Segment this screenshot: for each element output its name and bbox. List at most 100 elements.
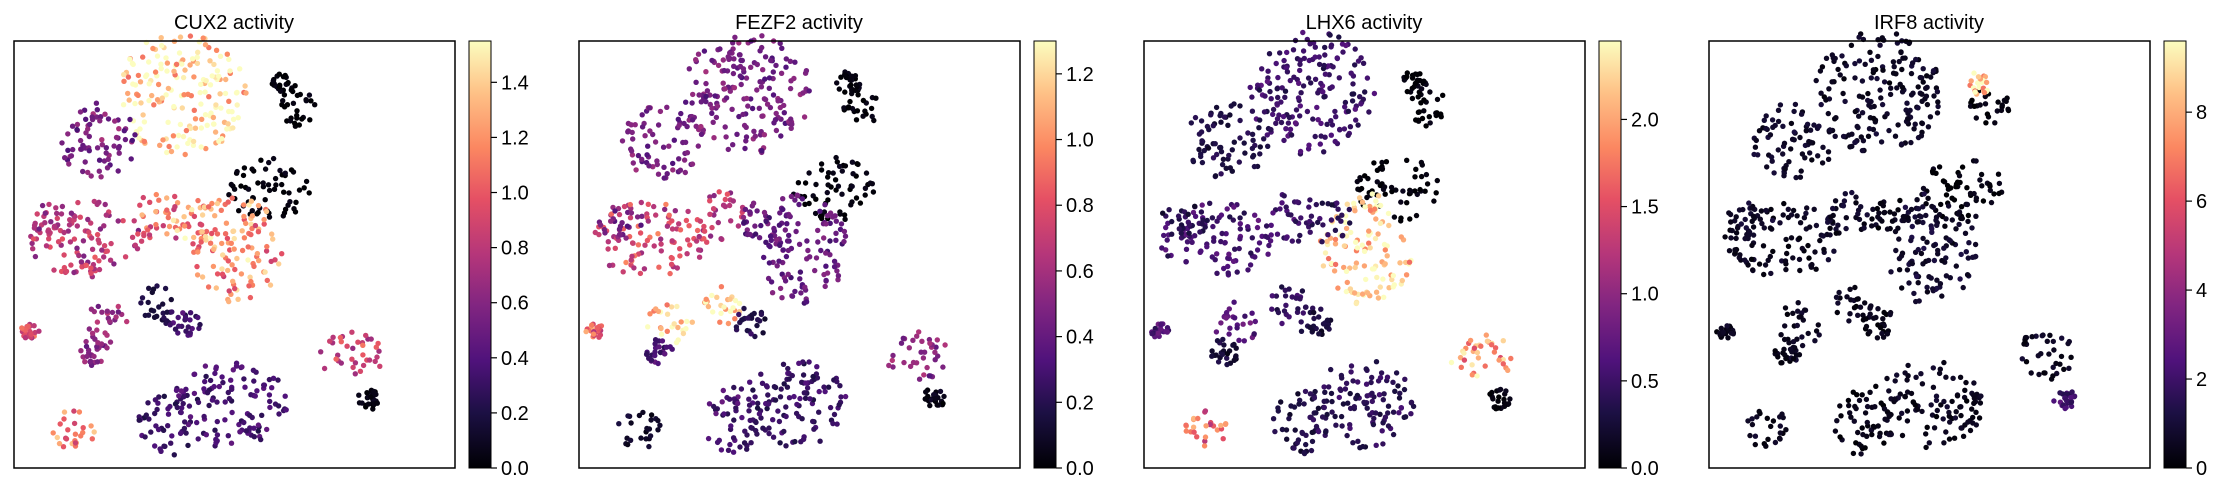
cell-point — [198, 144, 204, 150]
cell-point — [1316, 331, 1322, 337]
cell-point — [1921, 245, 1927, 252]
cell-point — [775, 408, 781, 414]
cell-point — [1760, 243, 1767, 249]
cluster-c12 — [138, 283, 174, 326]
cell-point — [178, 388, 184, 394]
cell-point — [768, 279, 775, 285]
cell-point — [1329, 398, 1335, 405]
cluster-c20 — [922, 387, 947, 409]
cell-point — [160, 301, 166, 307]
cell-point — [1755, 152, 1761, 158]
cell-point — [1310, 305, 1316, 311]
cell-point — [1184, 239, 1191, 245]
cell-point — [721, 304, 727, 310]
cell-point — [1227, 214, 1233, 220]
cell-point — [159, 42, 165, 49]
cell-point — [94, 107, 101, 113]
cell-point — [1876, 433, 1883, 440]
cell-point — [194, 419, 200, 426]
cell-point — [1935, 247, 1941, 254]
cell-point — [760, 330, 766, 336]
cell-point — [360, 342, 366, 348]
cell-point — [1370, 421, 1377, 428]
cell-point — [1342, 219, 1349, 225]
cell-point — [153, 221, 159, 228]
cell-point — [1369, 390, 1375, 396]
cell-point — [1158, 321, 1164, 327]
cell-point — [1508, 355, 1514, 362]
cell-point — [1799, 342, 1806, 349]
cell-point — [701, 48, 708, 54]
cell-point — [1844, 294, 1850, 300]
cell-point — [1924, 284, 1930, 290]
cell-point — [727, 441, 733, 448]
cell-point — [1840, 90, 1846, 97]
cell-point — [752, 133, 758, 139]
cell-point — [663, 201, 669, 208]
cell-point — [252, 393, 258, 399]
cell-point — [755, 400, 761, 406]
cell-point — [241, 235, 248, 241]
cell-point — [2050, 338, 2056, 345]
cell-point — [187, 125, 194, 132]
cluster-c15 — [1183, 408, 1229, 449]
cell-point — [202, 42, 209, 48]
cell-point — [83, 130, 89, 136]
cell-point — [705, 435, 712, 442]
cell-point — [301, 185, 307, 191]
cell-point — [1385, 410, 1391, 416]
cell-point — [180, 400, 186, 407]
cell-point — [2023, 359, 2030, 365]
cell-point — [1212, 141, 1218, 147]
cell-point — [771, 225, 777, 232]
cluster-c15 — [50, 408, 97, 450]
cell-point — [761, 209, 768, 216]
cell-point — [1935, 99, 1941, 105]
cell-point — [1780, 151, 1786, 157]
cell-point — [374, 354, 380, 360]
cell-point — [1380, 276, 1386, 282]
cell-point — [158, 35, 164, 41]
cell-point — [1406, 259, 1413, 265]
cell-point — [1357, 445, 1363, 451]
cell-point — [1390, 409, 1397, 415]
cell-point — [1886, 388, 1892, 394]
cell-point — [1363, 366, 1369, 372]
cell-point — [207, 82, 214, 88]
cell-point — [664, 223, 671, 229]
cell-point — [1231, 299, 1237, 305]
cell-point — [1808, 264, 1815, 270]
cell-point — [1967, 190, 1974, 197]
cell-point — [1366, 240, 1372, 246]
cell-point — [1726, 248, 1733, 254]
cell-point — [1210, 223, 1216, 230]
cell-point — [226, 56, 232, 63]
cell-point — [199, 116, 205, 123]
cell-point — [831, 258, 838, 264]
cell-point — [835, 277, 841, 283]
cell-point — [1190, 157, 1196, 163]
cell-point — [1225, 263, 1231, 270]
cell-point — [1892, 133, 1899, 139]
cell-point — [932, 396, 939, 402]
cell-point — [34, 211, 40, 217]
cell-point — [101, 243, 108, 249]
cell-point — [1920, 185, 1927, 192]
cell-point — [254, 250, 261, 257]
cell-point — [1434, 110, 1440, 116]
cell-point — [247, 294, 254, 301]
cell-point — [203, 237, 209, 243]
cell-point — [1290, 47, 1297, 53]
cell-point — [1320, 222, 1326, 228]
cell-point — [606, 262, 613, 269]
cell-point — [1956, 221, 1962, 228]
cell-point — [785, 271, 791, 277]
cell-point — [834, 378, 840, 385]
cell-point — [1231, 139, 1238, 145]
cell-point — [181, 92, 187, 98]
cell-point — [81, 107, 88, 113]
cell-point — [1339, 375, 1345, 381]
cell-point — [1317, 141, 1324, 147]
cell-point — [742, 145, 748, 152]
cell-point — [143, 73, 149, 80]
